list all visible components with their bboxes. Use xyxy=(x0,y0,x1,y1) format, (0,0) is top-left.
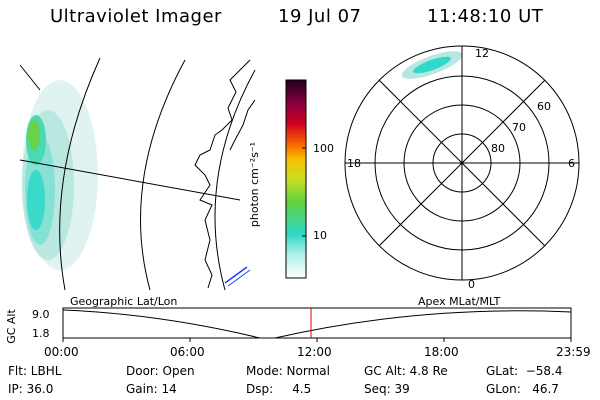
polar-hour-left: 18 xyxy=(347,157,361,170)
info-glon: GLon: 46.7 xyxy=(486,382,559,396)
info-gain: Gain: 14 xyxy=(126,382,177,396)
meridian-line xyxy=(59,57,101,291)
time-tick-3: 18:00 xyxy=(424,345,459,359)
altitude-ytick-low: 1.8 xyxy=(32,327,50,340)
altitude-curve xyxy=(62,309,572,339)
info-glat: GLat: −58.4 xyxy=(486,364,563,378)
meridian-line xyxy=(19,64,41,91)
altitude-right-caption: Apex MLat/MLT xyxy=(418,295,501,308)
polar-lat-80: 80 xyxy=(491,142,505,155)
colorbar-gradient xyxy=(285,79,307,279)
polar-lat-60: 60 xyxy=(537,100,551,113)
meridian-line xyxy=(140,59,186,291)
time-tick-0: 00:00 xyxy=(44,345,79,359)
time-label: 11:48:10 UT xyxy=(427,6,544,27)
info-dsp: Dsp: 4.5 xyxy=(246,382,312,396)
info-mode: Mode: Normal xyxy=(246,364,330,378)
coastline xyxy=(194,59,251,289)
meridian-line xyxy=(214,69,256,291)
instrument-title: Ultraviolet Imager xyxy=(50,6,222,27)
aurora-polar xyxy=(401,51,463,79)
altitude-ytick-high: 9.0 xyxy=(32,308,50,321)
info-seq: Seq: 39 xyxy=(364,382,410,396)
info-door: Door: Open xyxy=(126,364,195,378)
altitude-axis-label: GC Alt xyxy=(4,309,18,344)
orbit-track xyxy=(227,269,251,287)
polar-lat-70: 70 xyxy=(512,121,526,134)
polar-hour-top: 12 xyxy=(475,47,489,60)
polar-hour-bottom: 0 xyxy=(468,278,475,291)
polar-hour-right: 6 xyxy=(568,157,575,170)
latitude-line xyxy=(19,159,241,201)
aurora-region xyxy=(22,80,98,270)
altitude-left-caption: Geographic Lat/Lon xyxy=(70,295,178,308)
info-ip: IP: 36.0 xyxy=(8,382,54,396)
time-tick-2: 12:00 xyxy=(297,345,332,359)
time-tick-4: 23:59 xyxy=(556,345,591,359)
colorbar-tick-10: 10 xyxy=(313,229,327,242)
info-flt: Flt: LBHL xyxy=(8,364,62,378)
coastline xyxy=(229,99,256,151)
date-label: 19 Jul 07 xyxy=(278,6,362,27)
orbit-track xyxy=(224,266,248,284)
info-gcalt: GC Alt: 4.8 Re xyxy=(364,364,448,378)
colorbar-tick-100: 100 xyxy=(313,142,334,155)
time-tick-1: 06:00 xyxy=(170,345,205,359)
